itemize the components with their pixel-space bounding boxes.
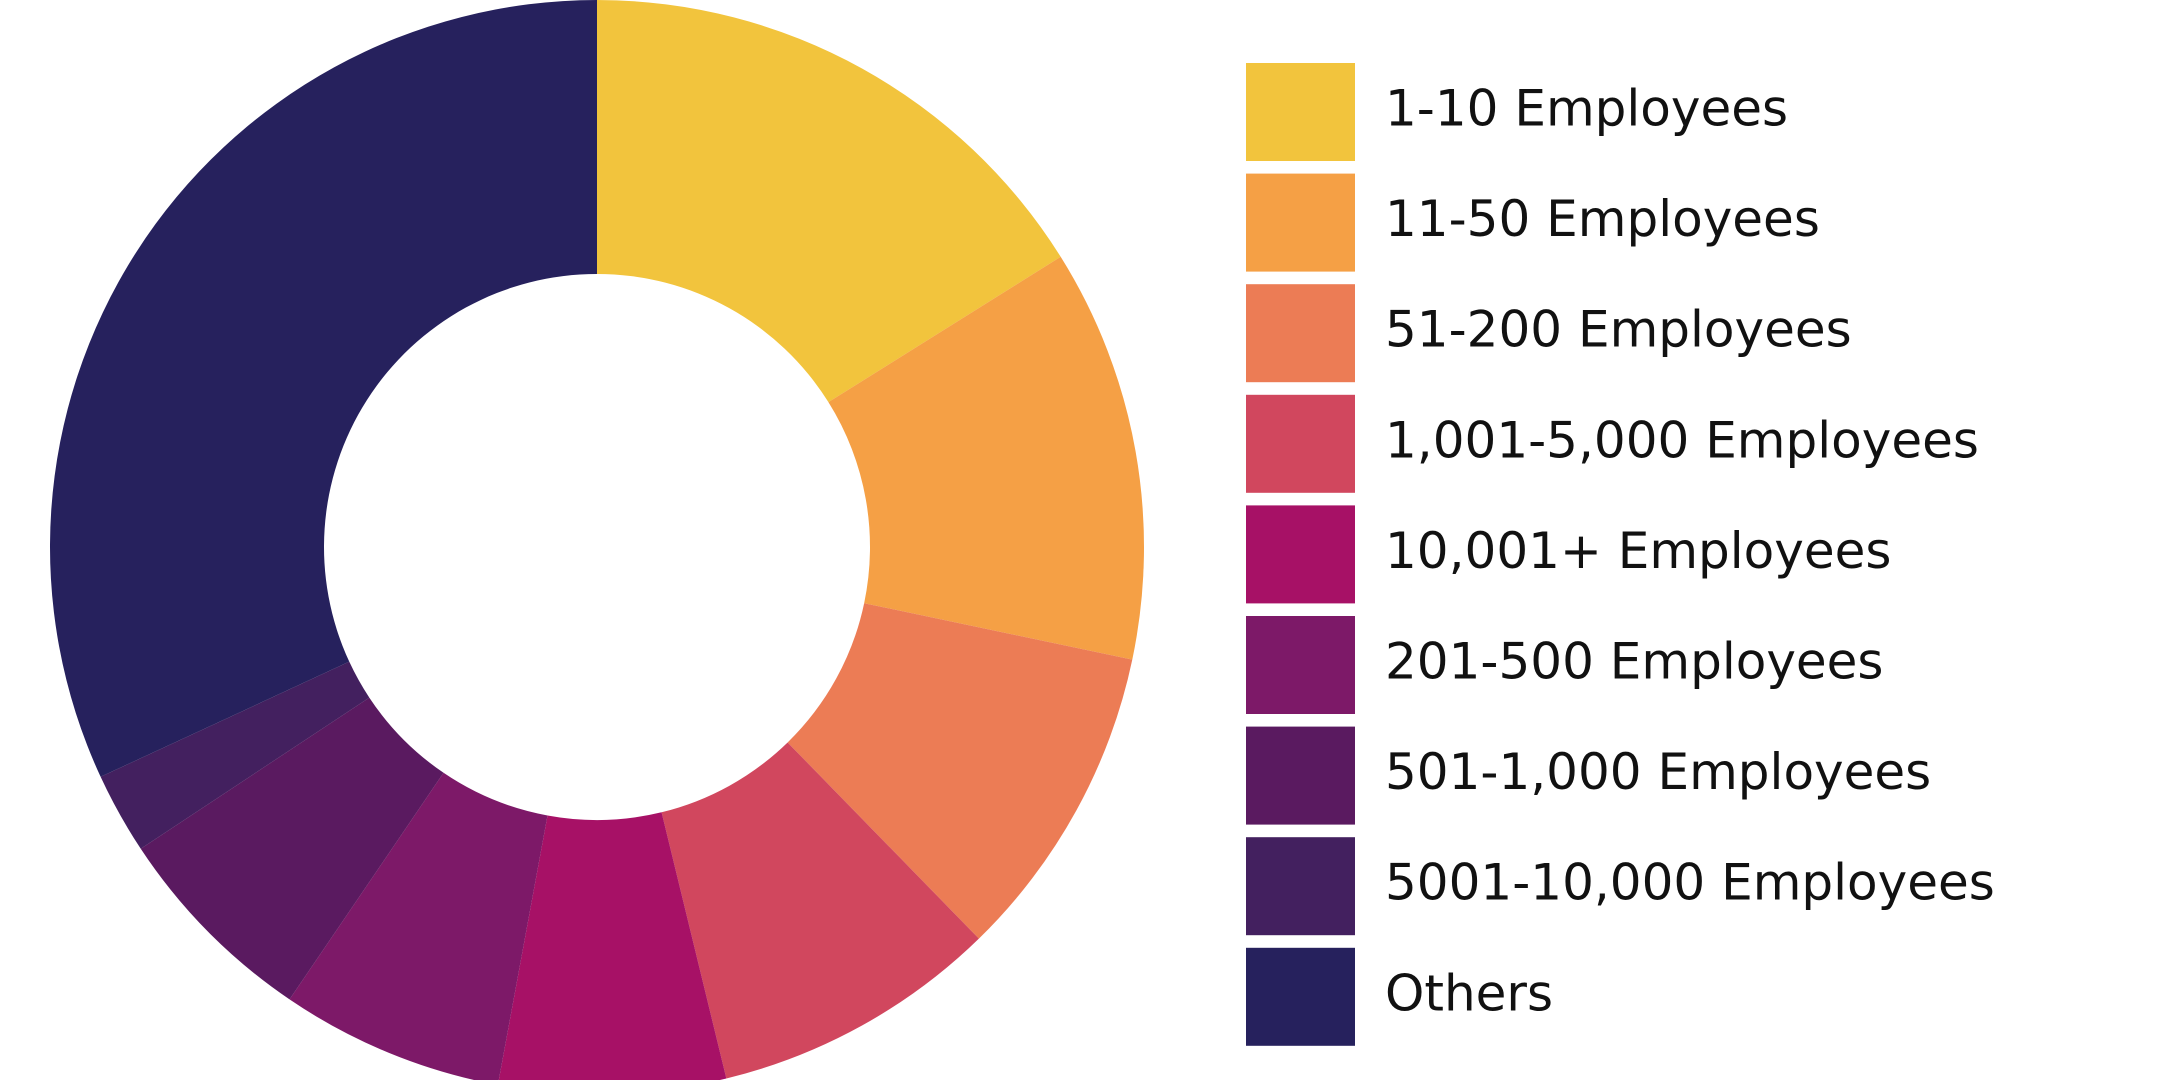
- legend-label: 201-500 Employees: [1385, 633, 1884, 691]
- legend-label: 10,001+ Employees: [1385, 522, 1891, 580]
- slice: [787, 603, 1133, 939]
- legend-label: 5001-10,000 Employees: [1385, 854, 1995, 912]
- legend-label: 1,001-5,000 Employees: [1385, 411, 1979, 469]
- legend-label: 501-1,000 Employees: [1385, 743, 1931, 801]
- slice: [661, 742, 979, 1079]
- legend-swatch: [1246, 837, 1355, 936]
- slice: [597, 0, 1061, 403]
- legend-label: 1-10 Employees: [1385, 80, 1788, 138]
- legend-label: 11-50 Employees: [1385, 190, 1820, 248]
- slice: [100, 661, 370, 849]
- slice: [828, 256, 1144, 660]
- slice: [498, 812, 727, 1080]
- slice: [49, 0, 598, 777]
- legend-label: 51-200 Employees: [1385, 301, 1852, 359]
- legend-swatch: [1246, 173, 1355, 272]
- legend-swatch: [1246, 505, 1355, 604]
- legend-swatch: [1246, 394, 1355, 493]
- legend-swatch: [1246, 726, 1355, 825]
- legend-label: Others: [1385, 964, 1553, 1022]
- legend-swatch: [1246, 616, 1355, 714]
- slice: [140, 697, 444, 1000]
- legend-swatch: [1246, 947, 1355, 1046]
- legend-swatch: [1246, 63, 1355, 161]
- legend-swatch: [1246, 284, 1355, 383]
- slice: [289, 772, 548, 1080]
